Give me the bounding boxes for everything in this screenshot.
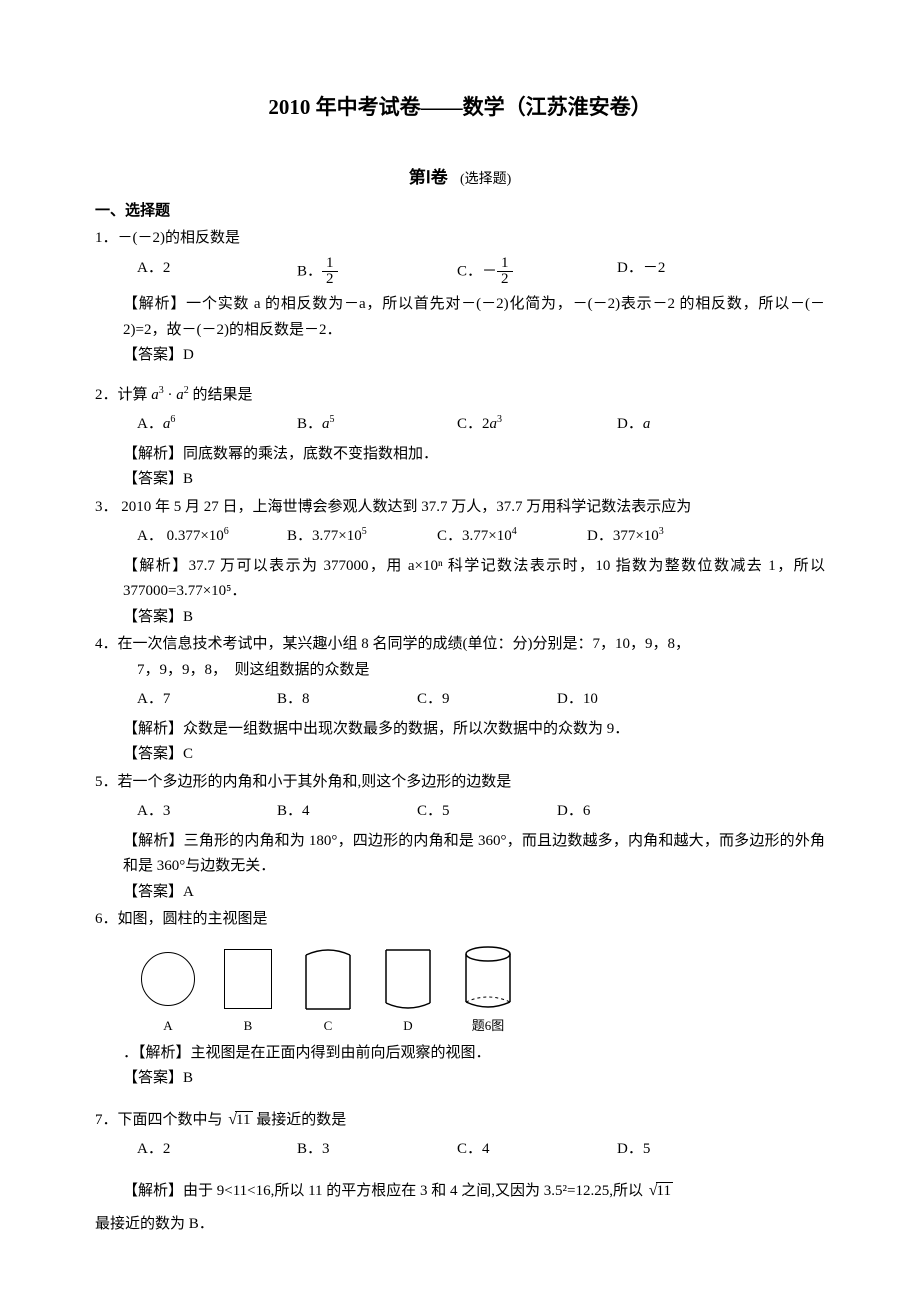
q5-answer: 【答案】A [95, 880, 825, 906]
q7-pre: ．下面四个数中与 [103, 1112, 223, 1128]
shape-fig: 题6图 [457, 943, 519, 1037]
q3-opt-b: B．3.77×105 [287, 524, 437, 550]
q3-opt-d: D．377×103 [587, 524, 737, 550]
q4-number: 4 [95, 636, 103, 652]
sqrt-icon: 11 [647, 1177, 673, 1205]
q4-opt-a: A．7 [137, 687, 277, 713]
q6-explanation: ．【解析】主视图是在正面内得到由前向后观察的视图． [95, 1041, 825, 1067]
q2-options: A．a6 B．a5 C．2a3 D．a [95, 412, 825, 438]
shape-c: C [297, 943, 359, 1037]
q1-answer: 【答案】D [95, 343, 825, 369]
q4-text2: 7，9，9，8， 则这组数据的众数是 [95, 658, 825, 684]
question-4: 4．在一次信息技术考试中，某兴趣小组 8 名同学的成绩(单位：分)分别是：7，1… [95, 632, 825, 658]
q2-opt-c: C．2a3 [457, 412, 617, 438]
q7-exp-pre: 【解析】由于 9<11<16,所以 11 的平方根应在 3 和 4 之间,又因为… [123, 1183, 643, 1199]
q4-opt-b: B．8 [277, 687, 417, 713]
section-header: 第Ⅰ卷 (选择题) [95, 164, 825, 193]
part-desc: (选择题) [460, 172, 511, 187]
section-heading: 一、选择题 [95, 199, 825, 225]
q3-text: ． 2010 年 5 月 27 日，上海世博会参观人数达到 37.7 万人，37… [103, 499, 692, 515]
q7-number: 7 [95, 1112, 103, 1128]
q2-opt-b: B．a5 [297, 412, 457, 438]
q1-opt-a: A．2 [137, 256, 297, 289]
q7-opt-b: B．3 [297, 1137, 457, 1163]
q4-answer: 【答案】C [95, 742, 825, 768]
q4-explanation: 【解析】众数是一组数据中出现次数最多的数据，所以次数据中的众数为 9． [95, 717, 825, 743]
shape-a: A [137, 943, 199, 1037]
q1-opt-b: B．12 [297, 256, 457, 289]
question-3: 3． 2010 年 5 月 27 日，上海世博会参观人数达到 37.7 万人，3… [95, 495, 825, 521]
q4-options: A．7 B．8 C．9 D．10 [95, 687, 825, 713]
q5-number: 5 [95, 774, 103, 790]
q2-number: 2 [95, 387, 103, 403]
q6-number: 6 [95, 911, 103, 927]
fraction-icon: 12 [497, 256, 513, 289]
q1-options: A．2 B．12 C．－12 D．－2 [95, 256, 825, 289]
shape-d-label: D [377, 1015, 439, 1037]
question-2: 2．计算 a3 · a2 的结果是 [95, 383, 825, 409]
q5-explanation: 【解析】三角形的内角和为 180°，四边形的内角和是 360°，而且边数越多，内… [95, 829, 825, 880]
q1-text: ．－(－2)的相反数是 [103, 230, 241, 246]
q4-opt-c: C．9 [417, 687, 557, 713]
q3-opt-a: A． 0.377×106 [137, 524, 287, 550]
page-title: 2010 年中考试卷——数学（江苏淮安卷） [95, 90, 825, 126]
q1-c-prefix: C．－ [457, 263, 497, 279]
q3-number: 3 [95, 499, 103, 515]
q5-opt-a: A．3 [137, 799, 277, 825]
cylinder-3d-icon [461, 944, 515, 1014]
q1-opt-d: D．－2 [617, 256, 777, 289]
part-label: 第Ⅰ卷 [409, 168, 448, 187]
q4-text: ．在一次信息技术考试中，某兴趣小组 8 名同学的成绩(单位：分)分别是：7，10… [103, 636, 691, 652]
q7-opt-a: A．2 [137, 1137, 297, 1163]
q2-opt-d: D．a [617, 412, 777, 438]
q3-answer: 【答案】B [95, 605, 825, 631]
q6-text: ．如图，圆柱的主视图是 [103, 911, 268, 927]
shape-c-label: C [297, 1015, 359, 1037]
q2-expr: a [151, 387, 159, 403]
q6-shapes: A B C D [95, 943, 825, 1037]
q5-opt-b: B．4 [277, 799, 417, 825]
q4-opt-d: D．10 [557, 687, 697, 713]
q3-options: A． 0.377×106 B．3.77×105 C．3.77×104 D．377… [95, 524, 825, 550]
q2-post: 的结果是 [193, 387, 253, 403]
shape-b: B [217, 943, 279, 1037]
q3-explanation: 【解析】37.7 万可以表示为 377000，用 a×10ⁿ 科学记数法表示时，… [95, 554, 825, 605]
q2-answer: 【答案】B [95, 467, 825, 493]
q5-options: A．3 B．4 C．5 D．6 [95, 799, 825, 825]
q2-pre: ．计算 [103, 387, 148, 403]
q1-b-prefix: B． [297, 263, 322, 279]
cylinder-open-top-icon [303, 947, 353, 1011]
shape-d: D [377, 943, 439, 1037]
q1-number: 1 [95, 230, 103, 246]
q5-opt-c: C．5 [417, 799, 557, 825]
rectangle-icon [224, 949, 272, 1009]
cylinder-open-bottom-icon [383, 947, 433, 1011]
q1-opt-c: C．－12 [457, 256, 617, 289]
sqrt-icon: 11 [226, 1106, 252, 1134]
question-1: 1．－(－2)的相反数是 [95, 226, 825, 252]
question-5: 5．若一个多边形的内角和小于其外角和,则这个多边形的边数是 [95, 770, 825, 796]
q7-post: 最接近的数是 [256, 1112, 346, 1128]
q3-opt-c: C．3.77×104 [437, 524, 587, 550]
fraction-icon: 12 [322, 256, 338, 289]
q2-explanation: 【解析】同底数幂的乘法，底数不变指数相加． [95, 442, 825, 468]
question-6: 6．如图，圆柱的主视图是 [95, 907, 825, 933]
q2-opt-a: A．a6 [137, 412, 297, 438]
question-7: 7．下面四个数中与 11 最接近的数是 [95, 1106, 825, 1134]
q1-explanation: 【解析】一个实数 a 的相反数为－a，所以首先对－(－2)化简为，－(－2)表示… [95, 292, 825, 343]
q5-text: ．若一个多边形的内角和小于其外角和,则这个多边形的边数是 [103, 774, 512, 790]
shape-b-label: B [217, 1015, 279, 1037]
circle-icon [141, 952, 195, 1006]
q7-explanation: 【解析】由于 9<11<16,所以 11 的平方根应在 3 和 4 之间,又因为… [95, 1177, 825, 1205]
q5-opt-d: D．6 [557, 799, 697, 825]
shape-a-label: A [137, 1015, 199, 1037]
q7-opt-c: C．4 [457, 1137, 617, 1163]
q7-options: A．2 B．3 C．4 D．5 [95, 1137, 825, 1163]
q6-answer: 【答案】B [95, 1066, 825, 1092]
q7-opt-d: D．5 [617, 1137, 777, 1163]
q7-exp-post: 最接近的数为 B． [95, 1212, 825, 1238]
shape-fig-label: 题6图 [457, 1015, 519, 1037]
